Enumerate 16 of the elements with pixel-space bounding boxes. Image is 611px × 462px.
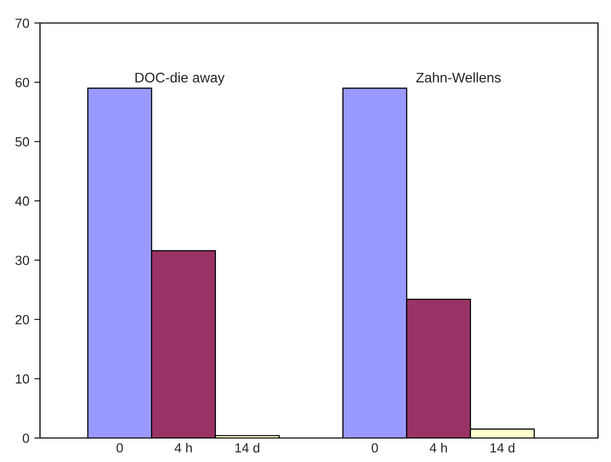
y-tick-label: 50 [15,137,30,146]
x-tick-label: 4 h [174,442,192,452]
annotation: Zahn-Wellens [416,72,501,83]
x-tick-label: 14 d [235,442,260,453]
y-tick-label: 10 [16,374,30,384]
y-tick-label: 20 [16,314,30,324]
y-tick-label: 70 [16,18,30,28]
y-tick-label: 0 [22,434,30,443]
x-tick-label: 0 [116,443,123,453]
x-tick-label: 14 d [490,442,514,453]
y-tick-label: 60 [16,78,30,88]
annotation: DOC-die away [135,72,225,86]
x-tick-label: 4 h [430,442,447,452]
y-tick-label: 30 [15,256,30,266]
x-tick-label: 0 [372,443,378,453]
y-tick-label: 40 [15,196,30,206]
